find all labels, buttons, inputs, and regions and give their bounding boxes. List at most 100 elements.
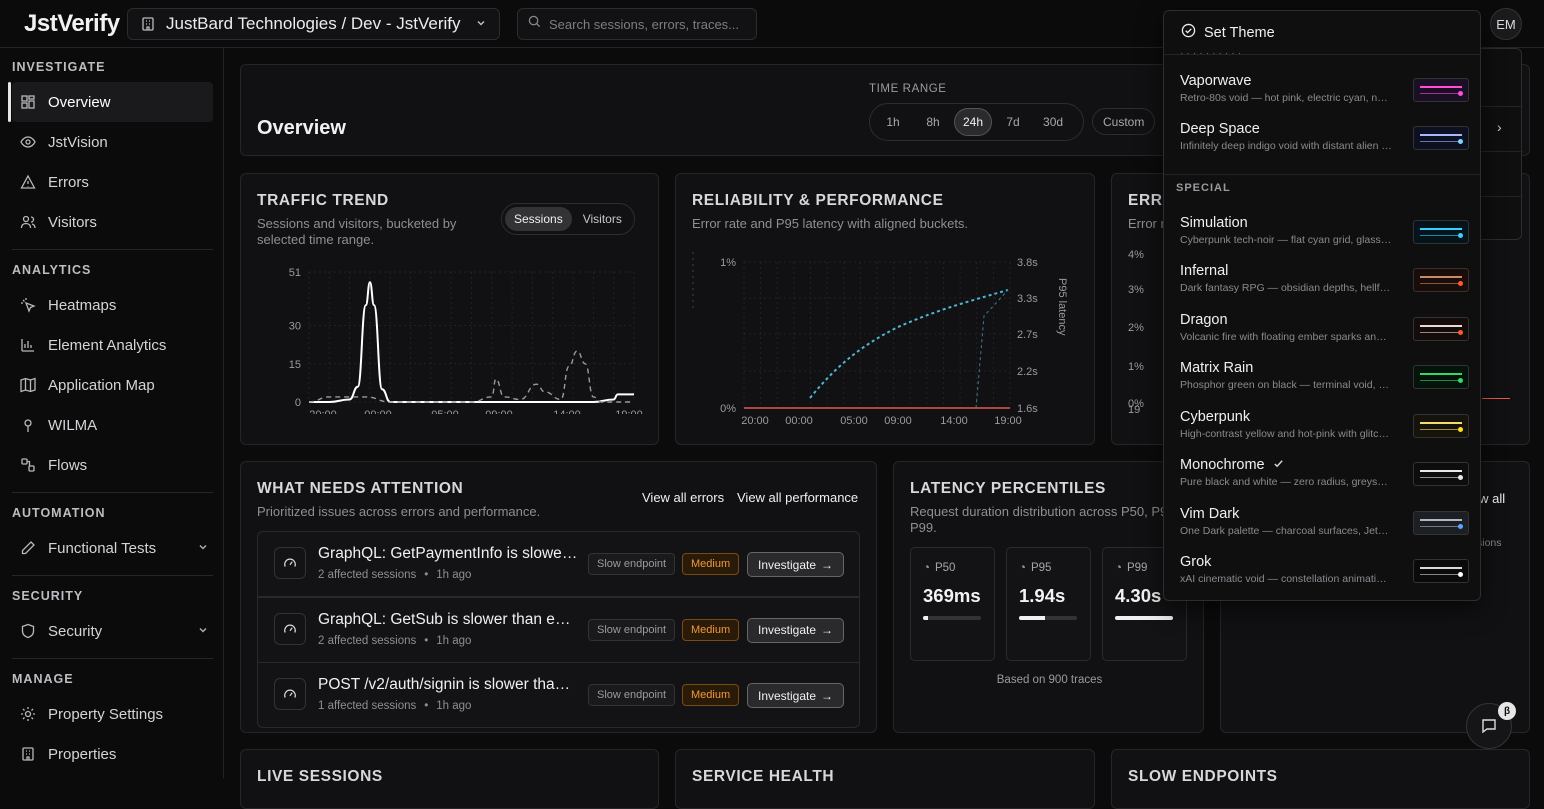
traffic-trend-panel: TRAFFIC TREND Sessions and visitors, buc…: [240, 173, 659, 445]
sidebar-item-wilma[interactable]: WILMA: [12, 405, 213, 445]
building-icon: [20, 746, 36, 762]
theme-swatch: [1413, 414, 1469, 438]
investigate-button[interactable]: Investigate →: [747, 617, 845, 643]
theme-option-monochrome[interactable]: Monochrome Pure black and white — zero ra…: [1180, 457, 1470, 497]
x-tick-label: 09:00: [884, 415, 912, 426]
issue-row[interactable]: POST /v2/auth/signin is slower than expe…: [257, 662, 860, 728]
sidebar-item-flows[interactable]: Flows: [12, 445, 213, 485]
x-tick-label: 05:00: [840, 415, 868, 426]
right-y-tick-label: 2.2s: [1017, 366, 1038, 378]
sidebar-item-label: Property Settings: [48, 705, 164, 723]
issue-row[interactable]: GraphQL: GetPaymentInfo is slower than e…: [257, 531, 860, 597]
issue-row[interactable]: GraphQL: GetSub is slower than expected 2…: [257, 596, 860, 663]
sidebar-item-label: Functional Tests: [48, 539, 157, 557]
theme-option-cyberpunk[interactable]: Cyberpunk High-contrast yellow and hot-pi…: [1180, 409, 1470, 449]
reliability-panel: RELIABILITY & PERFORMANCE Error rate and…: [675, 173, 1095, 445]
project-switcher[interactable]: JustBard Technologies / Dev - JstVerify: [127, 8, 500, 40]
sidebar-item-security[interactable]: Security: [12, 611, 213, 651]
range-1h[interactable]: 1h: [886, 115, 900, 129]
warning-icon: [20, 174, 36, 190]
sidebar-item-jstvision[interactable]: JstVision: [12, 122, 213, 162]
issue-title[interactable]: POST /v2/auth/signin is slower than expe…: [318, 676, 578, 693]
users-icon: [20, 214, 36, 230]
x-tick-label: 00:00: [785, 415, 813, 426]
view-all-errors-link[interactable]: View all errors: [642, 490, 725, 505]
time-range-selector: 1h 8h 24h 7d 30d: [869, 103, 1084, 141]
range-24h[interactable]: 24h: [954, 108, 993, 136]
theme-description: Cyberpunk tech-noir — flat cyan grid, gl…: [1180, 234, 1392, 246]
errors-y-tick: 2%: [1128, 322, 1144, 334]
visitors-toggle[interactable]: Visitors: [582, 212, 622, 226]
sidebar-item-property-settings[interactable]: Property Settings: [12, 694, 213, 734]
search-input[interactable]: [549, 16, 746, 32]
theme-option-grok[interactable]: Grok xAI cinematic void — constellation a…: [1180, 554, 1470, 594]
theme-description: Infinitely deep indigo void with distant…: [1180, 140, 1392, 152]
x-tick-label: 14:00: [553, 409, 581, 414]
theme-option-vaporwave[interactable]: Vaporwave Retro-80s void — hot pink, elec…: [1180, 73, 1470, 113]
sidebar-item-label: Errors: [48, 173, 89, 191]
percentile-value: 1.94s: [1019, 585, 1066, 606]
investigate-button[interactable]: Investigate →: [747, 683, 845, 708]
theme-option-deep-space[interactable]: Deep Space Infinitely deep indigo void wi…: [1180, 121, 1470, 161]
sidebar-item-errors[interactable]: Errors: [12, 162, 213, 202]
reliability-title: RELIABILITY & PERFORMANCE: [692, 192, 944, 209]
theme-option-matrix-rain[interactable]: Matrix Rain Phosphor green on black — ter…: [1180, 360, 1470, 400]
right-y-tick-label: 3.8s: [1017, 257, 1038, 269]
workflow-icon: [20, 457, 36, 473]
right-y-tick-label: 1.6s: [1017, 403, 1038, 415]
theme-option-vim-dark[interactable]: Vim Dark One Dark palette — charcoal surf…: [1180, 506, 1470, 546]
sidebar-item-application-map[interactable]: Application Map: [12, 365, 213, 405]
app-logo[interactable]: JstVerify: [24, 10, 120, 37]
global-search[interactable]: [517, 8, 757, 40]
sidebar-item-properties[interactable]: Properties: [12, 734, 213, 774]
x-tick-label: 09:00: [485, 409, 513, 414]
view-all-performance-link[interactable]: View all performance: [737, 490, 859, 505]
errors-y-tick: 1%: [1128, 361, 1144, 373]
eye-icon: [20, 134, 36, 150]
sidebar-section-analytics: ANALYTICS: [12, 263, 92, 277]
theme-option-simulation[interactable]: Simulation Cyberpunk tech-noir — flat cya…: [1180, 215, 1470, 255]
theme-option-dragon[interactable]: Dragon Volcanic fire with floating ember …: [1180, 312, 1470, 352]
sessions-toggle[interactable]: Sessions: [505, 207, 572, 231]
sidebar-item-overview[interactable]: Overview: [8, 82, 213, 122]
sessions-fragment: sions: [1477, 537, 1502, 549]
sidebar-item-functional-tests[interactable]: Functional Tests: [12, 528, 213, 568]
arrow-right-icon: →: [821, 557, 834, 572]
severity-badge: Medium: [682, 553, 740, 575]
theme-description: Phosphor green on black — terminal void,…: [1180, 379, 1392, 391]
main-content: Overview TIME RANGE 1h 8h 24h 7d 30d Custom …: [224, 48, 1544, 809]
map-icon: [20, 377, 36, 393]
sidebar-section-security: SECURITY: [12, 589, 84, 603]
p95-latency-line: [809, 289, 1009, 399]
theme-description: Retro-80s void — hot pink, electric cyan…: [1180, 92, 1392, 104]
issue-title[interactable]: GraphQL: GetSub is slower than expected: [318, 610, 578, 628]
theme-swatch: [1413, 126, 1469, 150]
range-7d[interactable]: 7d: [1006, 115, 1020, 129]
sidebar-item-visitors[interactable]: Visitors: [12, 202, 213, 242]
traffic-toggle: Sessions Visitors: [501, 203, 635, 235]
custom-range-button[interactable]: Custom: [1092, 108, 1156, 135]
visitors-line: [308, 350, 634, 403]
range-8h[interactable]: 8h: [926, 115, 940, 129]
y-tick-label: 51: [289, 267, 301, 279]
arrow-right-icon: →: [821, 623, 834, 637]
range-30d[interactable]: 30d: [1043, 115, 1064, 129]
theme-option-infernal[interactable]: Infernal Dark fantasy RPG — obsidian dept…: [1180, 263, 1470, 303]
severity-badge: Medium: [682, 618, 740, 641]
theme-name: Vaporwave: [1180, 73, 1252, 89]
issue-title[interactable]: GraphQL: GetPaymentInfo is slower than e…: [318, 545, 578, 562]
theme-swatch: [1413, 78, 1469, 102]
latency-panel: LATENCY PERCENTILES Request duration dis…: [893, 461, 1204, 733]
investigate-button[interactable]: Investigate →: [747, 552, 845, 577]
theme-name: Vim Dark: [1180, 506, 1240, 522]
user-avatar[interactable]: EM: [1490, 8, 1522, 40]
latency-subtitle: Request duration distribution across P50…: [910, 504, 1179, 535]
theme-swatch: [1413, 317, 1469, 341]
sidebar-item-heatmaps[interactable]: Heatmaps: [12, 285, 213, 325]
theme-swatch: [1413, 559, 1469, 583]
theme-name: Monochrome: [1180, 457, 1470, 473]
theme-name: Deep Space: [1180, 121, 1260, 137]
sidebar-item-element-analytics[interactable]: Element Analytics: [12, 325, 213, 365]
errors-subtitle: Error r: [1128, 216, 1165, 231]
bar-chart-icon: [20, 337, 36, 353]
